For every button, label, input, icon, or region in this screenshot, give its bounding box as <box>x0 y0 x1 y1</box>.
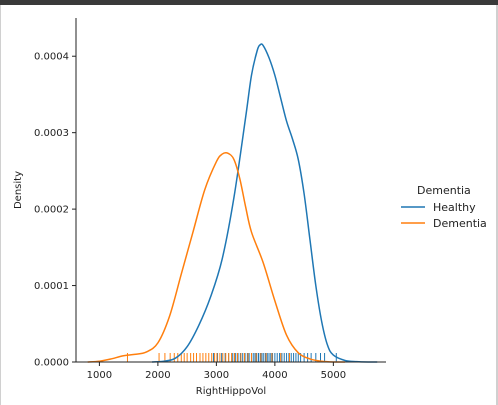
axes-layer <box>75 18 386 363</box>
x-tick-label: 4000 <box>262 370 287 381</box>
x-tick-label: 5000 <box>321 370 346 381</box>
frame-left-border <box>0 5 1 405</box>
series-line-healthy <box>151 43 378 363</box>
x-axis-label: RightHippoVol <box>196 386 266 397</box>
legend-title: Dementia <box>417 184 471 197</box>
series-line-dementia <box>87 152 346 363</box>
legend: Dementia Healthy Dementia <box>401 184 487 230</box>
legend-label-dementia: Dementia <box>433 217 487 230</box>
x-tick-label: 3000 <box>204 370 229 381</box>
y-tick-label: 0.0001 <box>34 281 69 292</box>
y-tick-label: 0.0003 <box>34 128 69 139</box>
y-tick-label: 0.0004 <box>34 52 69 63</box>
y-tick-label: 0.0002 <box>34 205 69 216</box>
window-top-bar <box>0 0 498 5</box>
x-tick-label: 2000 <box>145 370 170 381</box>
y-tick-label: 0.0000 <box>34 358 69 369</box>
x-tick-label: 1000 <box>87 370 112 381</box>
series-layer <box>87 43 378 363</box>
y-axis-label: Density <box>13 171 24 209</box>
legend-label-healthy: Healthy <box>433 201 476 214</box>
ticks-layer: 1000 2000 3000 4000 5000 0.0000 0.0001 0.0002 0.… <box>34 52 346 381</box>
frame-right-border <box>496 5 498 405</box>
